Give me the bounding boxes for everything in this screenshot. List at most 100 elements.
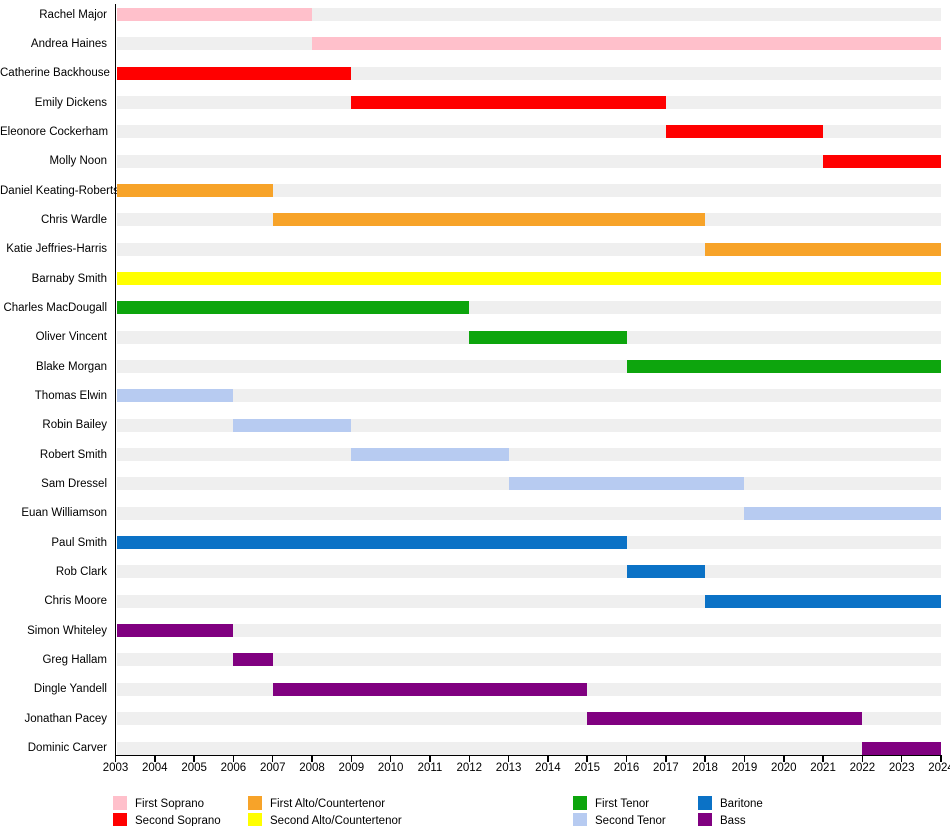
x-tick-label: 2019	[731, 762, 758, 774]
x-tick-mark	[468, 756, 471, 762]
tenure-bar	[744, 506, 941, 520]
legend-swatch	[248, 796, 262, 810]
legend-swatch	[573, 796, 587, 810]
x-tick-mark	[861, 756, 864, 762]
tenure-bar	[272, 682, 588, 696]
x-tick-mark	[940, 756, 942, 762]
member-name-label: Sam Dressel	[41, 477, 107, 490]
tenure-bar	[665, 125, 824, 139]
tenure-bar	[116, 184, 273, 198]
legend-label: Bass	[720, 814, 746, 826]
x-tick-mark	[586, 756, 588, 762]
member-name-label: Blake Morgan	[36, 360, 107, 373]
x-tick-mark	[271, 756, 274, 762]
tenure-bar	[116, 536, 627, 550]
x-tick-mark	[154, 756, 156, 762]
x-tick-mark	[429, 756, 431, 762]
x-tick-label: 2007	[259, 762, 286, 774]
x-tick-label: 2021	[810, 762, 836, 774]
x-tick-mark	[193, 756, 195, 762]
x-tick-label: 2011	[417, 762, 443, 774]
tenure-track	[116, 184, 941, 198]
member-name-label: Chris Wardle	[40, 213, 107, 226]
member-name-label: Barnaby Smith	[31, 272, 107, 285]
tenure-track	[116, 624, 941, 638]
x-tick-mark	[783, 756, 785, 762]
x-tick-label: 2012	[456, 762, 483, 774]
member-name-label: Charles MacDougall	[3, 301, 107, 314]
member-name-label: Euan Williamson	[21, 507, 107, 520]
member-name-label: Rachel Major	[39, 8, 107, 21]
x-tick-mark	[389, 756, 392, 762]
tenure-bar	[626, 565, 706, 579]
legend-swatch	[573, 813, 587, 826]
member-name-label: Robin Bailey	[42, 419, 107, 432]
tenure-bar	[862, 741, 941, 755]
tenure-track	[116, 154, 941, 168]
x-tick-label: 2024	[928, 762, 950, 774]
tenure-track	[116, 389, 941, 403]
member-name-label: Chris Moore	[44, 595, 107, 608]
x-tick-label: 2013	[495, 762, 522, 774]
x-tick-label: 2017	[653, 762, 679, 774]
tenure-bar	[823, 154, 941, 168]
member-name-label: Simon Whiteley	[27, 624, 107, 637]
x-tick-label: 2003	[102, 762, 129, 774]
legend-label: First Alto/Countertenor	[270, 797, 386, 810]
member-name-label: Andrea Haines	[30, 37, 107, 50]
tenure-bar	[116, 301, 470, 315]
legend-swatch	[113, 813, 127, 826]
x-tick-mark	[665, 756, 667, 762]
x-tick-label: 2008	[299, 762, 325, 774]
member-name-label: Rob Clark	[55, 565, 107, 578]
x-tick-label: 2004	[142, 762, 168, 774]
x-tick-label: 2022	[849, 762, 876, 774]
member-name-label: Thomas Elwin	[34, 389, 107, 402]
tenure-bar	[116, 272, 941, 286]
x-tick-label: 2005	[181, 762, 207, 774]
x-tick-mark	[311, 756, 313, 762]
tenure-bar	[705, 242, 941, 256]
tenure-track	[116, 653, 941, 667]
x-tick-label: 2006	[220, 762, 247, 774]
x-tick-label: 2014	[535, 762, 561, 774]
tenure-track	[116, 565, 941, 579]
tenure-bar	[116, 624, 234, 638]
legend-swatch	[113, 796, 127, 810]
x-tick-label: 2016	[613, 762, 640, 774]
x-tick-mark	[507, 756, 510, 762]
legend-label: First Soprano	[135, 797, 205, 810]
tenure-bar	[705, 594, 941, 608]
tenure-track	[116, 741, 941, 755]
member-name-label: Greg Hallam	[42, 653, 107, 666]
tenure-bar	[116, 66, 352, 80]
tenure-bar	[312, 37, 941, 51]
x-tick-label: 2020	[770, 762, 797, 774]
legend-label: Second Tenor	[595, 814, 666, 826]
x-tick-mark	[232, 756, 235, 762]
x-tick-label: 2009	[338, 762, 365, 774]
legend-swatch	[698, 813, 712, 826]
y-axis-line	[114, 4, 116, 756]
x-tick-mark	[900, 756, 903, 762]
x-tick-mark	[547, 756, 549, 762]
member-name-label: Daniel Keating-Roberts	[0, 184, 119, 197]
x-tick-mark	[704, 756, 706, 762]
member-name-label: Dominic Carver	[27, 742, 107, 754]
member-name-label: Katie Jeffries-Harris	[6, 243, 107, 256]
legend-label: Second Alto/Countertenor	[270, 814, 402, 826]
x-tick-mark	[822, 756, 824, 762]
legend-label: Second Soprano	[135, 814, 221, 826]
legend-swatch	[698, 796, 712, 810]
x-tick-label: 2010	[377, 762, 404, 774]
tenure-bar	[116, 8, 313, 21]
x-tick-label: 2018	[692, 762, 718, 774]
legend-label: First Tenor	[595, 797, 650, 810]
tenure-bar	[469, 330, 627, 344]
tenure-bar	[272, 213, 706, 227]
tenure-track	[116, 8, 941, 21]
tenure-bar	[508, 477, 745, 491]
tenure-bar	[587, 712, 863, 726]
member-name-label: Molly Noon	[49, 155, 107, 168]
